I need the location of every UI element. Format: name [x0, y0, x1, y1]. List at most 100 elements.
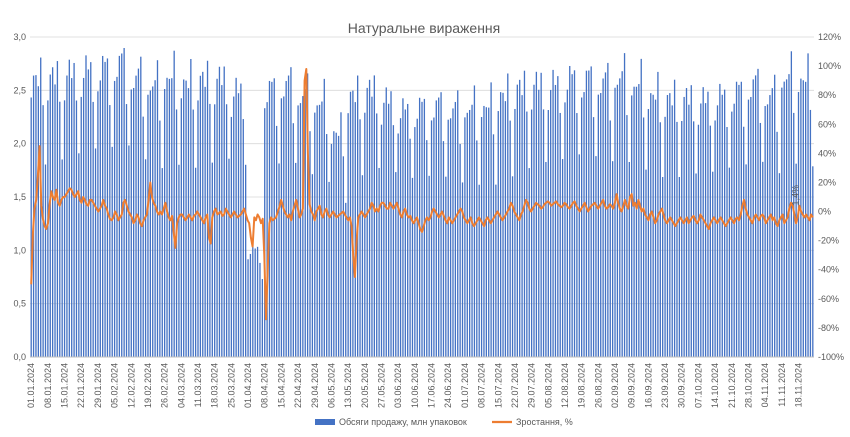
- x-tick-label: 14.10.2024: [710, 363, 720, 408]
- bar: [268, 80, 271, 358]
- bar: [595, 156, 597, 357]
- bar: [514, 108, 516, 358]
- bar: [550, 89, 552, 358]
- bar-series: [30, 48, 814, 358]
- x-tick-label: 19.08.2024: [577, 363, 587, 408]
- legend-label-line: Зростання, %: [516, 417, 573, 427]
- x-tick-label: 01.01.2024: [26, 363, 36, 408]
- bar: [42, 105, 44, 357]
- x-tick-label: 23.09.2024: [660, 363, 670, 408]
- bar: [68, 59, 70, 357]
- bar: [762, 161, 764, 357]
- bar: [483, 105, 485, 357]
- bar: [292, 123, 294, 357]
- bar: [788, 74, 790, 358]
- bar: [578, 154, 580, 357]
- bar: [557, 76, 559, 358]
- bar: [523, 70, 526, 357]
- bar: [721, 94, 723, 357]
- legend-swatch-bars: [315, 419, 335, 425]
- bar: [793, 112, 795, 357]
- bar: [140, 56, 142, 357]
- x-tick-label: 29.07.2024: [527, 363, 537, 408]
- bar: [209, 103, 211, 357]
- bar: [438, 97, 440, 357]
- bar: [278, 163, 280, 357]
- bar: [266, 102, 268, 358]
- x-tick-label: 19.02.2024: [143, 363, 153, 408]
- bar: [409, 138, 411, 357]
- bar: [664, 116, 666, 357]
- bar: [299, 103, 302, 357]
- bar: [480, 117, 483, 358]
- bar: [764, 106, 766, 357]
- bar: [459, 143, 461, 357]
- bar: [49, 74, 51, 357]
- bar: [805, 81, 807, 358]
- bar: [766, 104, 769, 358]
- x-tick-label: 05.08.2024: [543, 363, 553, 408]
- bar: [216, 78, 218, 358]
- bar: [297, 105, 299, 358]
- bar: [228, 158, 230, 357]
- bar: [192, 109, 194, 358]
- bar: [542, 109, 545, 357]
- bar: [497, 111, 499, 358]
- bar: [206, 60, 209, 358]
- bar: [71, 78, 73, 358]
- bar: [726, 127, 728, 357]
- x-tick-label: 12.08.2024: [560, 363, 570, 408]
- bar: [371, 96, 373, 358]
- bar: [87, 69, 90, 358]
- bar: [252, 244, 254, 357]
- bar: [611, 161, 614, 357]
- bar: [533, 84, 535, 358]
- bar: [797, 92, 800, 358]
- bar: [716, 105, 719, 357]
- bar: [54, 84, 56, 357]
- bar: [662, 177, 664, 357]
- bar: [335, 132, 337, 357]
- bar: [769, 95, 771, 357]
- y-tick-label: 2,5: [13, 85, 26, 95]
- bar: [490, 82, 492, 357]
- bar: [85, 55, 87, 357]
- bar: [63, 100, 66, 357]
- bar: [604, 72, 607, 358]
- bar: [328, 181, 330, 357]
- bar: [378, 167, 380, 357]
- bar: [316, 105, 318, 358]
- y2-tick-label: -100%: [818, 352, 844, 362]
- bar: [211, 162, 213, 357]
- bar: [59, 101, 61, 357]
- bar: [78, 153, 80, 357]
- bar: [373, 75, 375, 357]
- y2-tick-label: -80%: [818, 323, 839, 333]
- bar: [700, 103, 702, 357]
- bar: [745, 164, 747, 357]
- x-tick-label: 01.07.2024: [460, 363, 470, 408]
- bar: [435, 100, 437, 357]
- bar: [128, 145, 130, 357]
- bar: [638, 84, 640, 357]
- bar: [704, 103, 707, 357]
- x-tick-label: 20.05.2024: [360, 363, 370, 408]
- x-tick-label: 08.04.2024: [260, 363, 270, 408]
- bar: [731, 111, 733, 357]
- y2-tick-label: -60%: [818, 294, 839, 304]
- bar: [423, 98, 426, 358]
- bar: [449, 118, 452, 358]
- bar: [352, 90, 354, 358]
- bar: [180, 98, 182, 357]
- y-axis-right: -100% -80% -60% -40% -20% 0% 20% 40% 60% 80% 100% 1…: [818, 32, 844, 362]
- bar: [626, 115, 628, 358]
- bar: [526, 111, 528, 357]
- bar: [97, 91, 99, 358]
- bar: [261, 279, 263, 357]
- bar: [476, 140, 478, 357]
- bar: [471, 104, 473, 358]
- y2-tick-label: -20%: [818, 236, 839, 246]
- bar: [104, 61, 106, 357]
- bar: [561, 159, 564, 357]
- bar: [166, 77, 168, 358]
